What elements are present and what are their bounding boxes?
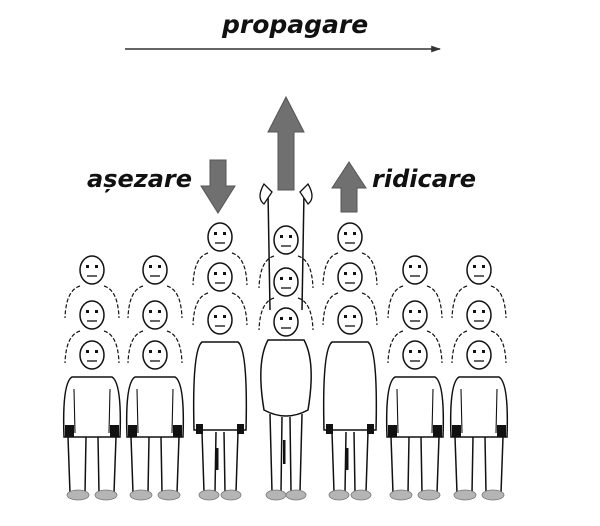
sitting-arrow-icon	[200, 159, 236, 214]
spectator-column-4	[258, 182, 314, 501]
spectator-column-5	[322, 222, 378, 501]
rising-label: ridicare	[372, 165, 477, 193]
spectator-column-2	[125, 255, 185, 501]
spectator-column-7	[449, 255, 509, 501]
rising-arrow-small-icon	[331, 161, 367, 213]
propagation-label: propagare	[222, 10, 369, 39]
rising-arrow-large-icon	[267, 95, 305, 191]
spectator-column-1	[62, 255, 122, 501]
sitting-label: așezare	[87, 165, 193, 193]
spectator-column-6	[385, 255, 445, 501]
spectator-column-3	[192, 222, 248, 501]
crowd	[62, 182, 509, 501]
